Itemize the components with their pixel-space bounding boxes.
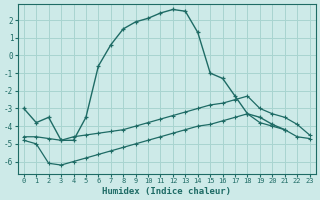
X-axis label: Humidex (Indice chaleur): Humidex (Indice chaleur) [102,187,231,196]
